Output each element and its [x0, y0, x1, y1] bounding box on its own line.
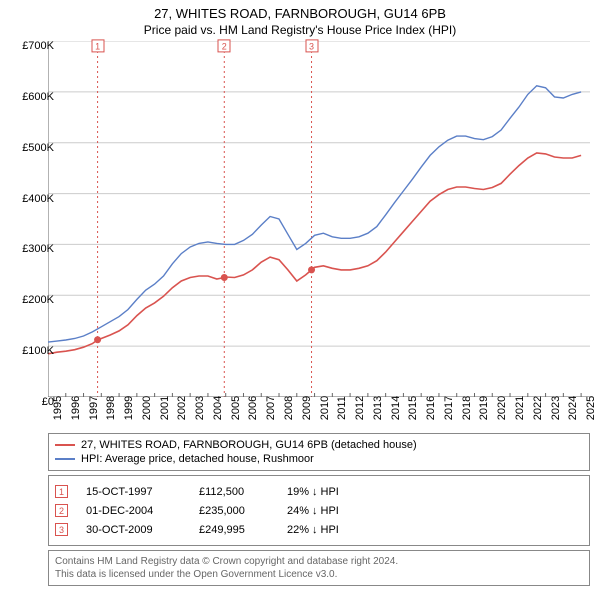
- sale-date: 15-OCT-1997: [86, 486, 181, 498]
- x-tick-label: 2010: [319, 396, 331, 420]
- arrow-down-icon: ↓: [312, 486, 318, 498]
- sales-table: 115-OCT-1997£112,50019%↓HPI201-DEC-2004£…: [48, 475, 590, 546]
- sale-diff: 24%↓HPI: [287, 505, 339, 517]
- y-tick-label: £600K: [10, 91, 54, 103]
- y-tick-label: £0: [10, 396, 54, 408]
- sale-row: 2 01-DEC-2004 £235,000 24%↓HPI: [55, 501, 583, 520]
- x-tick-label: 1997: [88, 396, 100, 420]
- x-tick-label: 2023: [550, 396, 562, 420]
- x-tick-label: 2000: [141, 396, 153, 420]
- legend-swatch: [55, 444, 75, 446]
- arrow-down-icon: ↓: [312, 524, 318, 536]
- x-tick-label: 2009: [301, 396, 313, 420]
- sale-row-marker: 1: [55, 485, 68, 498]
- legend-item: HPI: Average price, detached house, Rush…: [55, 452, 583, 466]
- y-tick-label: £700K: [10, 40, 54, 52]
- legend-item: 27, WHITES ROAD, FARNBOROUGH, GU14 6PB (…: [55, 438, 583, 452]
- x-tick-label: 2013: [372, 396, 384, 420]
- sale-price: £112,500: [199, 486, 269, 498]
- y-tick-label: £300K: [10, 243, 54, 255]
- x-tick-label: 2022: [532, 396, 544, 420]
- legend-label: 27, WHITES ROAD, FARNBOROUGH, GU14 6PB (…: [81, 439, 417, 451]
- chart-subtitle: Price paid vs. HM Land Registry's House …: [0, 21, 600, 41]
- x-tick-label: 2002: [176, 396, 188, 420]
- x-tick-label: 2004: [212, 396, 224, 420]
- legend-swatch: [55, 458, 75, 460]
- sale-row: 3 30-OCT-2009 £249,995 22%↓HPI: [55, 520, 583, 539]
- x-tick-label: 2012: [354, 396, 366, 420]
- x-tick-label: 2001: [159, 396, 171, 420]
- sale-row-marker: 2: [55, 504, 68, 517]
- y-tick-label: £200K: [10, 294, 54, 306]
- sale-diff-pct: 19%: [287, 486, 309, 498]
- x-tick-label: 1999: [123, 396, 135, 420]
- x-tick-label: 2011: [336, 396, 348, 420]
- x-tick-label: 2019: [478, 396, 490, 420]
- x-tick-label: 1995: [52, 396, 64, 420]
- x-tick-label: 1996: [70, 396, 82, 420]
- x-tick-label: 2005: [230, 396, 242, 420]
- x-tick-label: 2016: [425, 396, 437, 420]
- y-tick-label: £400K: [10, 193, 54, 205]
- sale-diff-label: HPI: [321, 524, 339, 536]
- sale-row: 1 15-OCT-1997 £112,500 19%↓HPI: [55, 482, 583, 501]
- sale-diff-pct: 22%: [287, 524, 309, 536]
- legend: 27, WHITES ROAD, FARNBOROUGH, GU14 6PB (…: [48, 433, 590, 471]
- x-tick-label: 2020: [496, 396, 508, 420]
- sale-diff-label: HPI: [321, 486, 339, 498]
- sale-date: 30-OCT-2009: [86, 524, 181, 536]
- x-tick-label: 2018: [461, 396, 473, 420]
- x-tick-label: 2006: [247, 396, 259, 420]
- sale-date: 01-DEC-2004: [86, 505, 181, 517]
- chart-area: 1 2 3: [48, 41, 590, 397]
- sale-price: £235,000: [199, 505, 269, 517]
- sale-marker-2: 2: [218, 39, 231, 52]
- sale-marker-1: 1: [91, 39, 104, 52]
- sale-diff: 19%↓HPI: [287, 486, 339, 498]
- sale-diff-pct: 24%: [287, 505, 309, 517]
- x-tick-label: 2008: [283, 396, 295, 420]
- chart-svg: [48, 41, 590, 397]
- attribution: Contains HM Land Registry data © Crown c…: [48, 550, 590, 586]
- sale-row-marker: 3: [55, 523, 68, 536]
- sale-marker-3: 3: [305, 39, 318, 52]
- y-tick-label: £500K: [10, 142, 54, 154]
- x-tick-label: 1998: [105, 396, 117, 420]
- attribution-line2: This data is licensed under the Open Gov…: [55, 568, 583, 581]
- x-tick-label: 2021: [514, 396, 526, 420]
- x-tick-label: 2025: [585, 396, 597, 420]
- x-tick-label: 2014: [390, 396, 402, 420]
- attribution-line1: Contains HM Land Registry data © Crown c…: [55, 555, 583, 568]
- x-tick-label: 2007: [265, 396, 277, 420]
- y-tick-label: £100K: [10, 345, 54, 357]
- chart-title: 27, WHITES ROAD, FARNBOROUGH, GU14 6PB: [0, 0, 600, 21]
- sale-price: £249,995: [199, 524, 269, 536]
- arrow-down-icon: ↓: [312, 505, 318, 517]
- legend-label: HPI: Average price, detached house, Rush…: [81, 453, 314, 465]
- sale-diff: 22%↓HPI: [287, 524, 339, 536]
- sale-diff-label: HPI: [321, 505, 339, 517]
- x-tick-label: 2003: [194, 396, 206, 420]
- x-tick-label: 2017: [443, 396, 455, 420]
- x-tick-label: 2024: [567, 396, 579, 420]
- x-tick-label: 2015: [407, 396, 419, 420]
